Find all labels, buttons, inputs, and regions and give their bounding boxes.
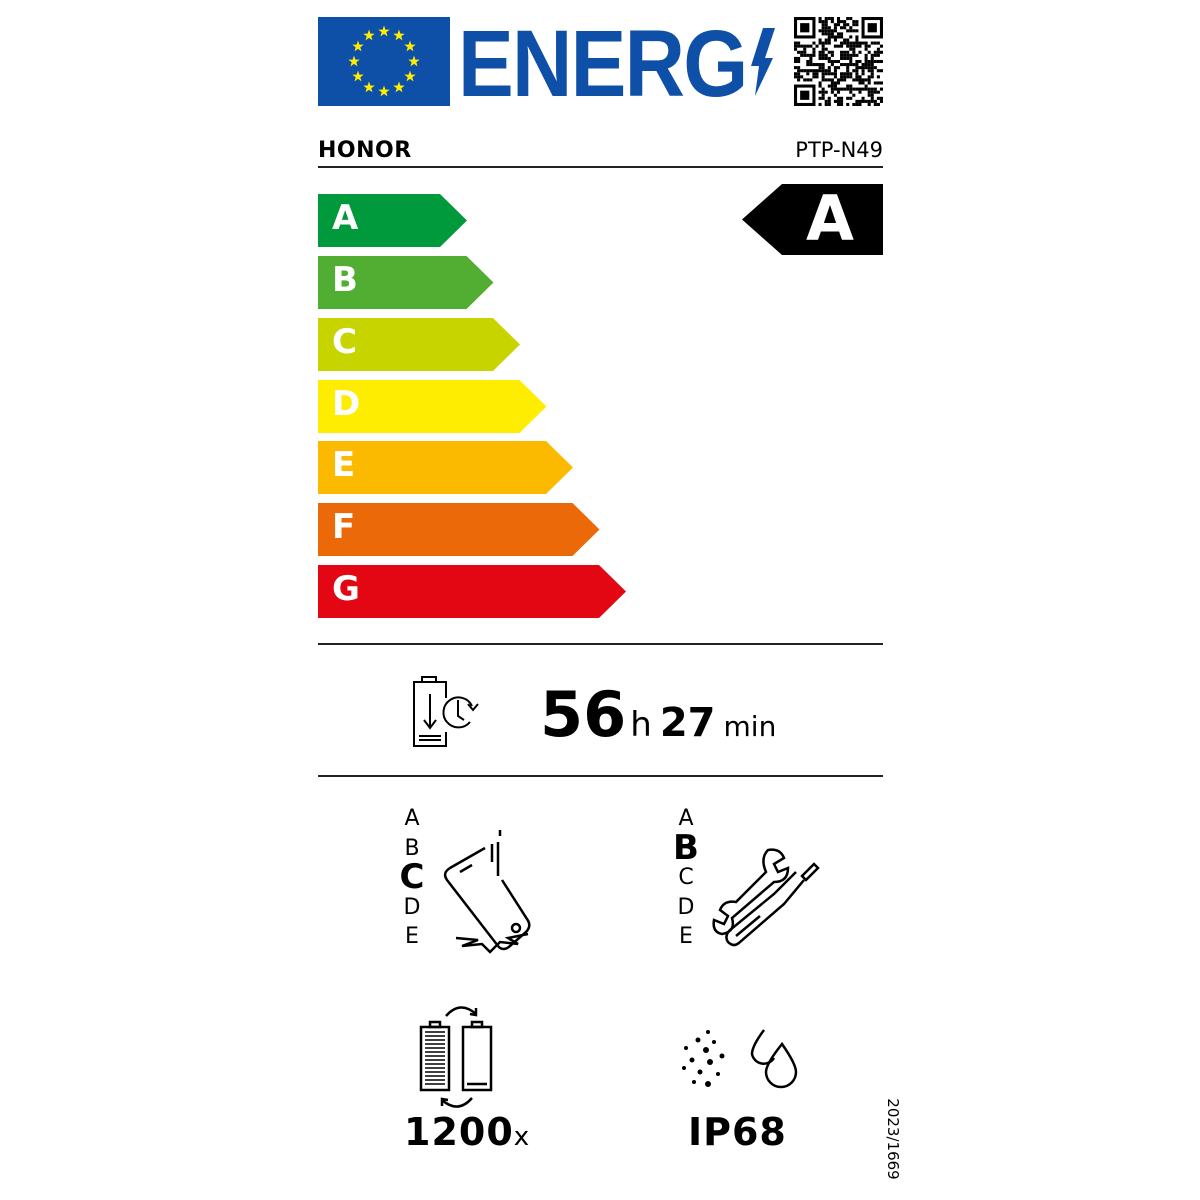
scale-letter: A (404, 806, 420, 831)
minutes-unit: min (723, 710, 777, 743)
battery-cycle-icon (419, 1006, 493, 1108)
energy-rating-label: A (806, 182, 854, 255)
model-number: PTP-N49 (795, 138, 883, 162)
scale-letter: B (673, 827, 699, 868)
scale-letter: C (399, 857, 425, 897)
energy-class-label: A (332, 198, 359, 238)
scale-letter: B (404, 835, 420, 861)
energy-class-bar-e: E (318, 441, 573, 494)
brand-name: HONOR (318, 138, 412, 163)
energy-class-label: E (332, 445, 356, 485)
divider (318, 775, 883, 777)
qr-code (794, 17, 883, 106)
scale-letter: C (678, 865, 694, 890)
energy-class-bar-a: A (318, 194, 467, 247)
scale-letter: D (677, 894, 695, 920)
energy-logo: ENERG (458, 11, 748, 117)
battery-clock-icon (413, 676, 479, 747)
eu-flag (318, 17, 450, 106)
cycles-suffix: x (513, 1122, 530, 1152)
scale-letter: E (679, 924, 693, 949)
lightning-icon (751, 28, 775, 96)
energy-class-bar-c: C (318, 318, 520, 371)
energy-class-bar-b: B (318, 256, 494, 309)
scale-letter: E (405, 924, 419, 949)
regulation-number: 2023/1669 (884, 1098, 902, 1180)
battery-cycles-value: 1200x (404, 1110, 529, 1154)
energy-class-label: G (332, 569, 360, 609)
endurance-minutes: 27 (659, 700, 716, 746)
energy-class-bar-g: G (318, 565, 626, 618)
scale-letter: D (403, 894, 421, 920)
scale-letter: A (678, 806, 694, 831)
dust-water-icon (682, 1029, 798, 1089)
phone-drop-icon (443, 830, 531, 954)
energy-class-bar-f: F (318, 503, 600, 556)
energy-class-label: C (332, 322, 357, 362)
divider (318, 643, 883, 645)
divider (318, 166, 883, 168)
energy-class-label: D (332, 384, 361, 424)
energy-class-bar-d: D (318, 380, 547, 433)
endurance-hours: 56 (540, 678, 627, 751)
energy-class-label: B (332, 260, 358, 300)
energy-class-label: F (332, 507, 356, 547)
ip-rating-value: IP68 (688, 1110, 787, 1154)
cycles-number: 1200 (404, 1110, 514, 1154)
energy-rating-arrow: A (742, 182, 883, 255)
hours-unit: h (630, 705, 652, 745)
eu-stars-icon (348, 25, 420, 97)
battery-endurance: 56 h 27 min (540, 678, 776, 751)
wrench-screwdriver-icon (712, 848, 820, 947)
